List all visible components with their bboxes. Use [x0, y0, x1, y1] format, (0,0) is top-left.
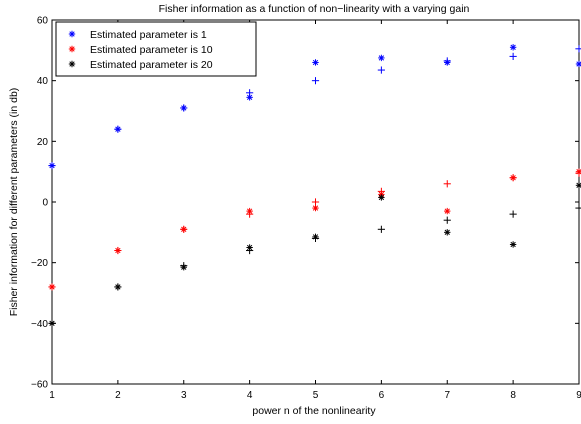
series-2-star-point	[48, 283, 56, 291]
series-1-plus-point	[377, 66, 385, 74]
legend-box	[55, 21, 257, 77]
series-2-plus-point	[443, 180, 451, 188]
series-1-plus-point	[575, 45, 581, 53]
y-tick-label: −40	[31, 319, 48, 330]
series-1-star-point	[444, 59, 451, 66]
series-3-plus-point	[377, 225, 385, 233]
x-tick-label: 9	[576, 390, 581, 401]
series-2-star-point	[246, 207, 253, 215]
series-3-star-point	[48, 320, 56, 327]
x-tick-label: 8	[510, 390, 516, 401]
x-tick-label: 2	[115, 390, 121, 401]
series-3-star-point	[180, 264, 187, 271]
legend-marker-series-1	[68, 30, 76, 38]
y-tick-label: 40	[37, 76, 49, 87]
x-tick-label: 4	[247, 390, 253, 401]
legend: Estimated parameter is 1 Estimated param…	[55, 21, 257, 77]
x-tick-label: 5	[313, 390, 319, 401]
series-2-plus-point	[311, 198, 320, 206]
series-1-star-point	[509, 44, 517, 51]
series-3-star-point	[444, 229, 451, 236]
legend-label-series-2: Estimated parameter is 10	[90, 44, 213, 56]
series-1-plus-point	[509, 52, 517, 60]
series-3-star-point	[312, 233, 319, 241]
x-axis-label: power n of the nonlinearity	[252, 405, 376, 417]
series-3-plus-point	[509, 210, 517, 218]
y-tick-label: −60	[31, 380, 48, 391]
y-tick-label: 20	[37, 137, 49, 148]
legend-marker-series-2	[68, 45, 76, 53]
x-tick-label: 1	[49, 390, 55, 401]
data-marks	[48, 44, 581, 327]
legend-marker-series-3	[68, 60, 76, 68]
series-2-star-point	[444, 207, 451, 215]
series-3-star-point	[246, 244, 253, 251]
series-1-plus-point	[311, 77, 320, 85]
series-3-star-point	[114, 283, 122, 291]
series-3-plus-point	[575, 204, 581, 212]
y-axis-label: Fisher information for different paramet…	[8, 88, 20, 317]
series-2-star-point	[509, 174, 517, 181]
chart-title: Fisher information as a function of non−…	[159, 3, 470, 15]
series-2-star-point	[180, 226, 187, 233]
series-2-star-point	[312, 204, 319, 212]
series-1-star-point	[180, 104, 187, 112]
series-3-star-point	[378, 194, 385, 201]
y-tick-label: 0	[42, 198, 48, 209]
series-3-plus-point	[443, 216, 451, 224]
series-1-star-point	[114, 126, 122, 133]
series-1-star-point	[378, 54, 385, 62]
x-tick-label: 3	[181, 390, 187, 401]
series-1-star-point	[246, 94, 253, 101]
legend-label-series-3: Estimated parameter is 20	[90, 59, 213, 71]
series-3-star-point	[509, 241, 517, 248]
legend-label-series-1: Estimated parameter is 1	[90, 29, 207, 41]
axis-ticks: 1 2 3 4 5 6 7 8 9 −60 −40 −20 0 20 40 60	[31, 16, 581, 402]
series-1-star-point	[48, 162, 56, 169]
x-tick-label: 7	[444, 390, 450, 401]
y-tick-label: 60	[37, 16, 49, 27]
y-tick-label: −20	[31, 258, 48, 269]
series-2-star-point	[114, 247, 122, 254]
series-1-star-point	[312, 59, 319, 66]
x-tick-label: 6	[379, 390, 385, 401]
